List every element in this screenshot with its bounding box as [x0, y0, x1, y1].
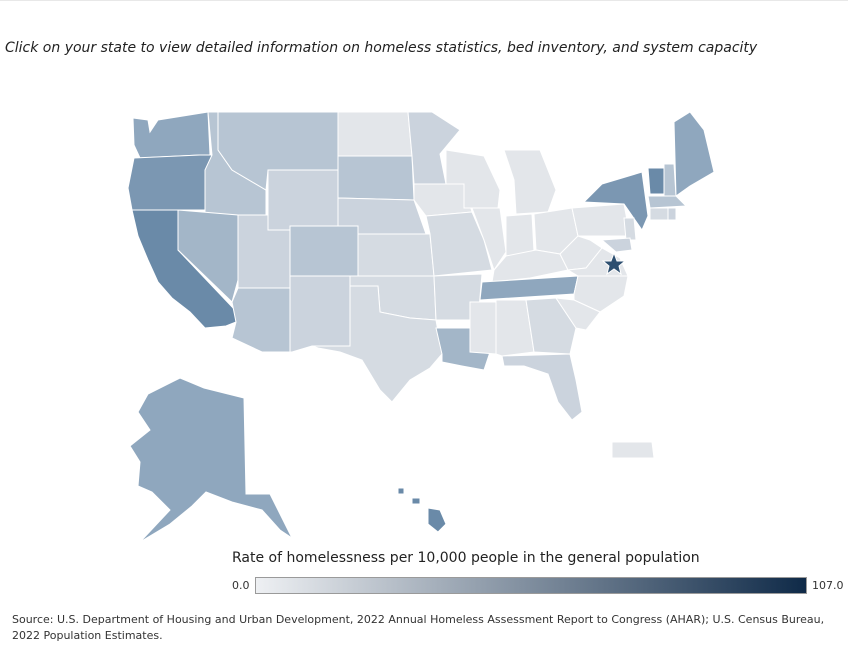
star-icon[interactable]: [601, 251, 627, 276]
state-texas[interactable]: [311, 285, 443, 403]
state-vermont[interactable]: [647, 167, 665, 195]
state-south-carolina[interactable]: [554, 297, 601, 331]
state-wyoming[interactable]: [267, 169, 339, 231]
state-rhode-island[interactable]: [667, 207, 677, 221]
state-connecticut[interactable]: [649, 207, 669, 221]
source-note: Source: U.S. Department of Housing and U…: [12, 613, 825, 642]
legend-gradient-bar: [255, 577, 807, 594]
legend-min-label: 0.0: [232, 579, 250, 592]
state-delaware-maryland[interactable]: [600, 237, 633, 253]
state-georgia[interactable]: [525, 297, 577, 355]
state-michigan[interactable]: [503, 149, 557, 215]
instruction-text: Click on your state to view detailed inf…: [5, 40, 758, 56]
territory-puerto-rico[interactable]: [611, 441, 655, 459]
state-north-dakota[interactable]: [337, 111, 413, 157]
state-nevada[interactable]: [177, 209, 239, 303]
state-new-york[interactable]: [582, 171, 649, 232]
state-pennsylvania[interactable]: [571, 203, 631, 237]
state-iowa[interactable]: [413, 183, 473, 217]
state-maine[interactable]: [673, 111, 715, 197]
state-arizona[interactable]: [231, 287, 291, 353]
state-illinois[interactable]: [471, 207, 507, 272]
state-mississippi[interactable]: [469, 301, 497, 355]
state-oregon[interactable]: [127, 154, 213, 211]
state-massachusetts[interactable]: [647, 195, 688, 209]
state-new-jersey[interactable]: [623, 217, 637, 241]
state-washington[interactable]: [132, 111, 211, 159]
state-hawaii[interactable]: [427, 507, 447, 533]
state-south-dakota[interactable]: [337, 155, 415, 201]
state-new-hampshire[interactable]: [663, 163, 677, 197]
state-florida[interactable]: [501, 353, 583, 421]
state-new-mexico[interactable]: [289, 275, 351, 353]
us-choropleth-map[interactable]: [0, 90, 848, 570]
state-minnesota[interactable]: [407, 111, 461, 185]
legend-title: Rate of homelessness per 10,000 people i…: [232, 550, 700, 566]
state-alaska[interactable]: [129, 377, 294, 543]
top-divider: [0, 0, 848, 1]
state-colorado[interactable]: [289, 225, 359, 277]
legend-max-label: 107.0: [812, 579, 844, 592]
state-alabama[interactable]: [495, 299, 535, 357]
state-indiana[interactable]: [505, 213, 535, 257]
state-kansas[interactable]: [357, 233, 435, 277]
state-hawaii-islands[interactable]: [397, 487, 421, 505]
state-missouri[interactable]: [425, 211, 493, 277]
